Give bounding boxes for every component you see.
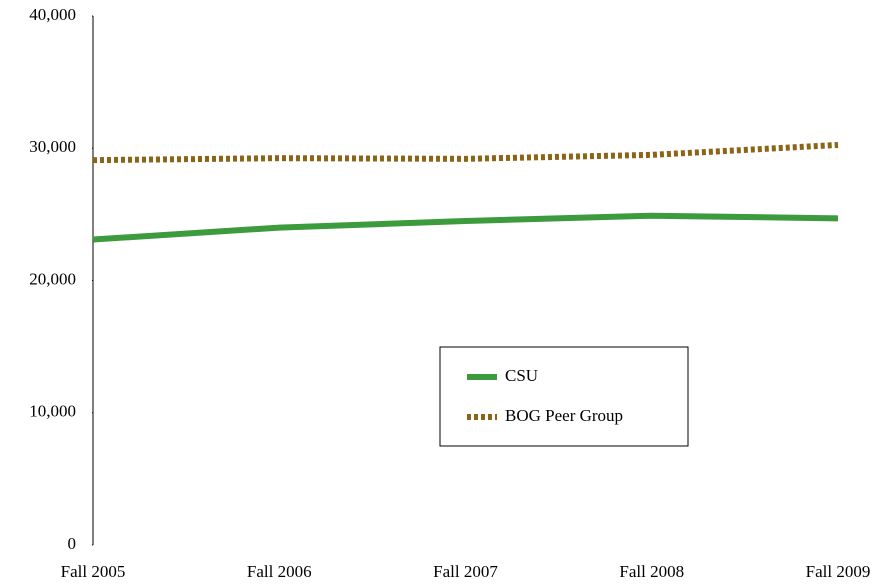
x-tick-label: Fall 2005 [61,562,126,581]
legend-label: CSU [505,366,538,385]
y-tick-label: 0 [68,534,77,553]
series-line [92,212,839,243]
y-tick-label: 20,000 [29,269,76,288]
y-tick-label: 30,000 [29,137,76,156]
x-tick-label: Fall 2008 [619,562,684,581]
x-tick-label: Fall 2009 [806,562,871,581]
legend-box [439,346,689,447]
y-tick-label: 10,000 [29,402,76,421]
y-tick-label: 40,000 [29,5,76,24]
x-tick-label: Fall 2006 [247,562,312,581]
x-tick-label: Fall 2007 [433,562,498,581]
legend-label: BOG Peer Group [505,406,623,425]
series-line [92,141,839,164]
